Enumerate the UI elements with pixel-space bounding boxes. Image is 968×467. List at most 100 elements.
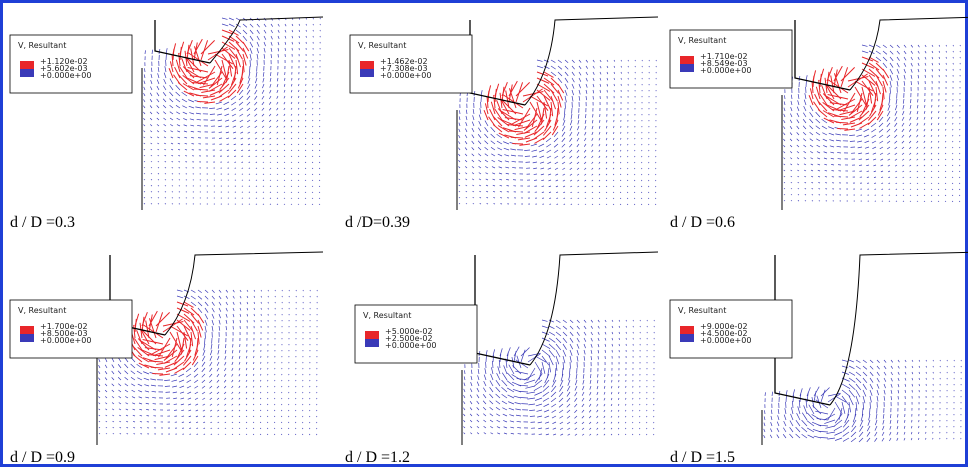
vector (958, 188, 961, 191)
vector (261, 113, 265, 117)
vector (276, 107, 279, 111)
vector (311, 161, 314, 164)
vector (855, 395, 860, 405)
vector (951, 194, 954, 197)
vector (909, 146, 912, 150)
vector (245, 403, 248, 406)
vector (856, 134, 863, 137)
vector (463, 432, 466, 435)
vector (516, 131, 531, 136)
vector (930, 158, 933, 161)
legend: V, Resultant+5.000e-02+2.500e-02+0.000e+… (354, 304, 478, 364)
vector (216, 373, 220, 378)
vector (187, 391, 192, 394)
vector (582, 379, 585, 385)
vector (238, 415, 241, 418)
vector (569, 143, 573, 148)
vector (817, 424, 829, 427)
vector (175, 98, 181, 103)
vector (176, 301, 189, 307)
vector (150, 154, 153, 157)
vector (495, 379, 501, 387)
vector (247, 131, 251, 134)
vector (224, 361, 227, 366)
vector (197, 125, 202, 127)
vector (880, 170, 884, 173)
vector (274, 397, 276, 400)
vector (574, 409, 578, 413)
vector (183, 325, 192, 341)
vector (183, 319, 194, 333)
vector (458, 153, 461, 157)
vector (560, 373, 564, 382)
vector (876, 389, 879, 396)
vector (209, 367, 213, 372)
vector (557, 77, 563, 84)
vector (952, 164, 954, 167)
vector (554, 161, 559, 165)
vector (771, 391, 774, 397)
vector (224, 433, 227, 435)
vector (916, 134, 919, 138)
vector (472, 184, 475, 187)
vector (297, 161, 300, 164)
vector (945, 140, 947, 143)
vector (240, 143, 244, 146)
legend-swatch-red (20, 61, 34, 69)
vector (862, 365, 868, 370)
vector (826, 431, 836, 434)
vector (583, 149, 587, 153)
vector (470, 382, 473, 387)
vector (564, 83, 569, 90)
legend-value: +1.700e-02 (40, 322, 88, 331)
vector (254, 89, 258, 95)
vector (98, 377, 101, 381)
workpiece-outline (141, 16, 324, 210)
vector (795, 433, 801, 439)
vector (811, 175, 814, 178)
vector (484, 159, 489, 163)
vector (197, 100, 209, 103)
vector (104, 389, 108, 393)
vector (218, 89, 230, 98)
vector (169, 117, 174, 121)
vector (551, 403, 557, 408)
vector (181, 91, 188, 97)
vector (862, 395, 866, 404)
vector (784, 95, 786, 100)
vector (169, 98, 174, 103)
vector (634, 167, 636, 170)
vector (502, 413, 508, 417)
vector (150, 173, 153, 175)
vector (551, 409, 557, 413)
vector (804, 93, 807, 100)
vector (598, 167, 601, 170)
vector (536, 113, 545, 129)
vector (463, 395, 466, 399)
vector (864, 146, 870, 149)
vector (477, 140, 482, 145)
vector (138, 396, 143, 399)
vector (576, 155, 580, 159)
vector (633, 191, 636, 194)
vector (143, 136, 146, 139)
vector (598, 179, 601, 182)
vector (503, 94, 524, 109)
vector (483, 432, 487, 435)
vector (276, 137, 279, 140)
vector (246, 355, 248, 359)
vector (534, 391, 543, 396)
vector (916, 164, 919, 167)
legend-swatch-blue (360, 69, 374, 77)
vector (888, 188, 891, 190)
vector (598, 155, 601, 158)
vector (302, 433, 304, 436)
vector (297, 137, 300, 140)
vector (569, 349, 573, 356)
vector (490, 133, 496, 139)
vector (618, 325, 621, 328)
vector (209, 107, 216, 109)
vector (605, 137, 608, 141)
vector (576, 319, 580, 323)
vector (606, 71, 609, 75)
